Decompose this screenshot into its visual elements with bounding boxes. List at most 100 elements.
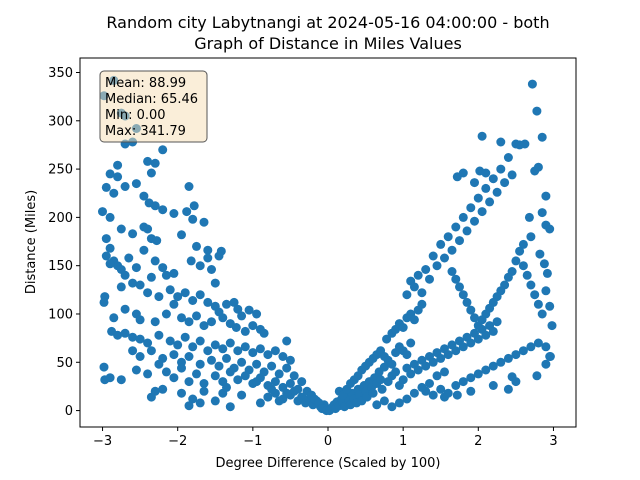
stats-box: Mean: 88.99 Median: 65.46 Min: 0.00 Max:… xyxy=(99,70,208,143)
data-point xyxy=(169,299,179,309)
data-point xyxy=(158,263,168,273)
data-point xyxy=(173,292,183,302)
data-point xyxy=(533,338,543,348)
x-tick-label: 1 xyxy=(399,434,407,449)
data-point xyxy=(255,344,265,354)
data-point xyxy=(222,382,231,392)
data-point xyxy=(233,346,243,356)
data-point xyxy=(150,386,160,396)
data-point xyxy=(225,338,235,348)
data-point xyxy=(131,179,141,189)
data-point xyxy=(218,313,228,323)
data-point xyxy=(100,375,110,385)
x-tick-label: 3 xyxy=(549,434,557,449)
data-point xyxy=(177,230,186,240)
data-point xyxy=(165,285,175,295)
data-point xyxy=(481,365,491,375)
data-point xyxy=(537,309,547,319)
data-point xyxy=(177,388,186,398)
x-tick-label: −3 xyxy=(93,434,112,449)
data-point xyxy=(452,390,462,400)
data-point xyxy=(503,353,513,363)
data-point xyxy=(533,299,543,309)
data-point xyxy=(128,278,138,288)
data-point xyxy=(165,336,175,346)
data-point xyxy=(105,169,115,179)
data-point xyxy=(150,317,160,327)
data-point xyxy=(152,236,162,246)
data-point xyxy=(285,355,295,365)
data-point xyxy=(231,323,241,332)
data-point xyxy=(222,299,231,309)
data-point xyxy=(146,168,156,178)
data-point xyxy=(425,379,434,388)
data-point xyxy=(131,263,141,273)
data-point xyxy=(173,340,183,350)
data-point xyxy=(203,346,213,356)
data-point xyxy=(154,330,164,340)
data-point xyxy=(135,334,145,344)
data-point xyxy=(451,346,461,356)
data-point xyxy=(527,79,537,89)
data-point xyxy=(289,386,299,396)
x-tick-label: −2 xyxy=(168,434,187,449)
data-point xyxy=(120,328,130,338)
data-point xyxy=(158,145,168,155)
data-point xyxy=(270,377,280,387)
data-point xyxy=(177,313,186,323)
data-point xyxy=(417,288,427,298)
data-point xyxy=(428,251,438,261)
data-point xyxy=(195,359,205,369)
data-point xyxy=(101,234,111,244)
data-point xyxy=(169,209,179,218)
data-point xyxy=(455,282,464,292)
data-point xyxy=(105,259,115,269)
data-point xyxy=(210,278,220,288)
data-point xyxy=(545,352,555,361)
data-point xyxy=(285,379,295,388)
data-point xyxy=(382,334,392,344)
data-point xyxy=(481,330,491,340)
data-point xyxy=(541,342,551,352)
data-point xyxy=(210,371,220,381)
data-point xyxy=(518,346,528,356)
data-point xyxy=(462,297,472,307)
data-point xyxy=(526,342,536,352)
data-point xyxy=(199,379,209,388)
data-point xyxy=(255,398,265,408)
data-point xyxy=(533,162,543,172)
data-point xyxy=(511,256,521,266)
data-point xyxy=(398,375,408,385)
data-point xyxy=(541,359,551,369)
x-tick-label: 2 xyxy=(474,434,482,449)
data-point xyxy=(473,369,483,379)
data-point xyxy=(522,270,532,280)
data-point xyxy=(458,212,468,222)
data-point xyxy=(545,301,555,311)
data-point xyxy=(428,390,438,400)
data-point xyxy=(207,317,216,327)
data-point xyxy=(120,270,130,280)
data-point xyxy=(458,290,468,300)
data-point xyxy=(210,340,220,350)
data-point xyxy=(139,245,149,255)
data-point xyxy=(518,239,528,249)
data-point xyxy=(436,353,446,363)
data-point xyxy=(503,272,513,282)
data-point xyxy=(406,369,416,379)
data-point xyxy=(169,373,179,383)
data-point xyxy=(443,388,453,398)
data-point xyxy=(154,359,164,369)
x-tick-label: 0 xyxy=(324,434,332,449)
ticks: −3 −2 −1 0 1 2 3 0 50 100 150 200 250 300 350 xyxy=(48,66,557,449)
data-point xyxy=(488,361,498,371)
data-point xyxy=(184,182,194,191)
data-point xyxy=(440,253,449,263)
data-point xyxy=(447,245,457,255)
data-point xyxy=(526,232,536,242)
data-point xyxy=(143,288,153,298)
data-point xyxy=(237,311,247,321)
data-point xyxy=(462,226,472,236)
data-point xyxy=(402,394,412,404)
